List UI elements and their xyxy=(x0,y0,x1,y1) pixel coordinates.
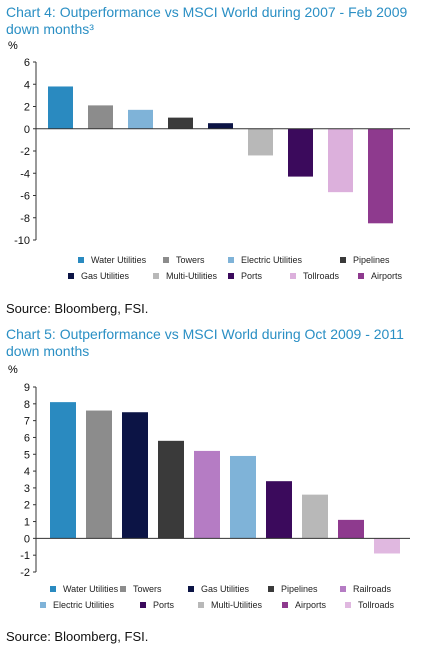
chart5-legend-label-ports: Ports xyxy=(153,600,175,610)
chart4-legend-swatch-gas-utilities xyxy=(68,273,74,279)
chart4-y-tick-label: 4 xyxy=(24,79,30,91)
chart5-legend-label-railroads: Railroads xyxy=(353,584,392,594)
chart4-bar-tollroads xyxy=(328,128,353,193)
chart5-legend-swatch-tollroads xyxy=(345,602,351,608)
chart5-bar-ports xyxy=(266,481,292,539)
chart5-legend-label-airports: Airports xyxy=(295,600,327,610)
chart4-y-tick-label: -4 xyxy=(20,168,30,180)
chart4-title: Chart 4: Outperformance vs MSCI World du… xyxy=(6,4,408,37)
chart4-bar-multi-utilities xyxy=(248,128,273,156)
chart4-legend-label-tollroads: Tollroads xyxy=(303,271,340,281)
chart5-bar-water-utilities xyxy=(50,402,76,539)
chart4-source: Source: Bloomberg, FSI. xyxy=(6,301,149,316)
chart5-legend-swatch-multi-utilities xyxy=(198,602,204,608)
chart5-bar-railroads xyxy=(194,450,220,539)
chart5-y-tick-label: 7 xyxy=(24,416,30,428)
chart5-bar-pipelines xyxy=(158,440,184,539)
chart5-bar-gas-utilities xyxy=(122,412,148,539)
chart4-y-tick-label: -8 xyxy=(20,213,30,225)
chart5-legend-label-multi-utilities: Multi-Utilities xyxy=(211,600,263,610)
chart4-legend-label-water-utilities: Water Utilities xyxy=(91,255,147,265)
chart4-legend-label-ports: Ports xyxy=(241,271,263,281)
chart4-legend-label-towers: Towers xyxy=(176,255,205,265)
chart5-y-tick-label: 9 xyxy=(24,382,30,394)
chart4-bar-ports xyxy=(288,128,313,177)
chart5-y-tick-label: 5 xyxy=(24,449,30,461)
chart5-legend-swatch-ports xyxy=(140,602,146,608)
chart5-legend-swatch-gas-utilities xyxy=(188,586,194,592)
chart5-bar-tollroads xyxy=(374,538,400,554)
chart4-y-tick-label: 0 xyxy=(24,124,30,136)
chart4-y-tick-label: 6 xyxy=(24,57,30,69)
chart4-legend-label-airports: Airports xyxy=(371,271,403,281)
chart5-bar-airports xyxy=(338,519,364,539)
chart4-legend-swatch-pipelines xyxy=(340,257,346,263)
chart4-legend-swatch-water-utilities xyxy=(78,257,84,263)
chart5-legend-swatch-railroads xyxy=(340,586,346,592)
chart5-legend-swatch-electric-utilities xyxy=(40,602,46,608)
chart5-title: Chart 5: Outperformance vs MSCI World du… xyxy=(6,326,404,359)
chart5-legend-label-water-utilities: Water Utilities xyxy=(63,584,119,594)
chart5-source: Source: Bloomberg, FSI. xyxy=(6,629,149,644)
chart5-legend-label-tollroads: Tollroads xyxy=(358,600,395,610)
chart4-legend-swatch-ports xyxy=(228,273,234,279)
chart4-legend-swatch-tollroads xyxy=(290,273,296,279)
chart4-bar-electric-utilities xyxy=(128,109,153,129)
chart4-bar-airports xyxy=(368,128,393,224)
chart4-y-tick-label: -10 xyxy=(14,235,30,247)
chart5-y-tick-label: -2 xyxy=(20,567,30,579)
chart5-legend-label-towers: Towers xyxy=(133,584,162,594)
chart5-bar-electric-utilities xyxy=(230,455,256,539)
chart4-legend-swatch-multi-utilities xyxy=(153,273,159,279)
chart5-bar-towers xyxy=(86,410,112,539)
chart5-y-tick-label: 8 xyxy=(24,399,30,411)
chart5-legend-label-electric-utilities: Electric Utilities xyxy=(53,600,115,610)
chart5-plot: 9 8 7 6 5 4 3 2 1 0 -1 -2 Water Utilities Towers Gas U… xyxy=(20,382,410,610)
chart5-y-unit: % xyxy=(8,364,18,376)
chart5-bar-multi-utilities xyxy=(302,494,328,539)
chart4-legend-label-electric-utilities: Electric Utilities xyxy=(241,255,303,265)
chart4-bar-gas-utilities xyxy=(208,123,233,129)
chart4-legend-swatch-airports xyxy=(358,273,364,279)
chart4-y-tick-label: -2 xyxy=(20,146,30,158)
chart4-legend-swatch-electric-utilities xyxy=(228,257,234,263)
chart4-legend-label-gas-utilities: Gas Utilities xyxy=(81,271,130,281)
chart5-legend-swatch-pipelines xyxy=(268,586,274,592)
chart5-y-tick-label: 3 xyxy=(24,483,30,495)
chart4-bar-towers xyxy=(88,105,113,129)
chart5-legend-swatch-airports xyxy=(282,602,288,608)
chart5-y-tick-label: 4 xyxy=(24,466,30,478)
chart4-y-unit: % xyxy=(8,40,18,52)
chart4-y-tick-label: -6 xyxy=(20,191,30,203)
chart5-y-tick-label: 6 xyxy=(24,432,30,444)
chart5-y-tick-label: -1 xyxy=(20,550,30,562)
chart5-y-tick-label: 1 xyxy=(24,517,30,529)
chart5-y-tick-label: 0 xyxy=(24,533,30,545)
chart4-bar-pipelines xyxy=(168,117,193,129)
chart5-legend-label-pipelines: Pipelines xyxy=(281,584,318,594)
chart4-plot: 6 4 2 0 -2 -4 -6 -8 -10 Water Utilities Towers Elec… xyxy=(14,57,410,281)
chart5-legend-label-gas-utilities: Gas Utilities xyxy=(201,584,250,594)
chart4-y-tick-label: 2 xyxy=(24,102,30,114)
chart5-legend-swatch-towers xyxy=(120,586,126,592)
chart4-bar-water-utilities xyxy=(48,86,73,129)
chart5-legend-swatch-water-utilities xyxy=(50,586,56,592)
chart4-legend-swatch-towers xyxy=(163,257,169,263)
chart4-legend-label-multi-utilities: Multi-Utilities xyxy=(166,271,218,281)
chart5-y-tick-label: 2 xyxy=(24,500,30,512)
chart4-legend-label-pipelines: Pipelines xyxy=(353,255,390,265)
